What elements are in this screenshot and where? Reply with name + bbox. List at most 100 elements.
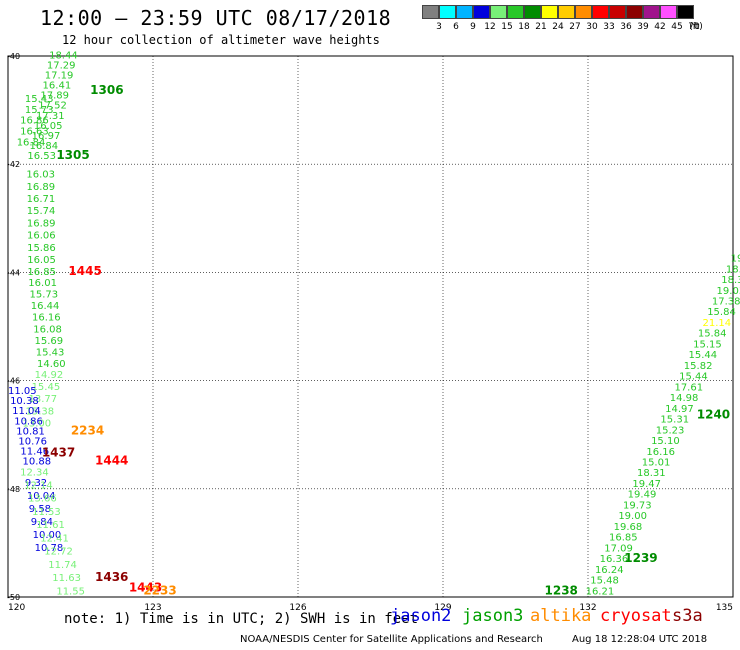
color-swatch-label: 39	[637, 22, 649, 32]
generated-timestamp: Aug 18 12:28:04 UTC 2018	[572, 634, 708, 645]
wave-height-label: 15.45	[32, 382, 61, 393]
color-swatch-27	[558, 5, 575, 19]
longitude-tick-label: 132	[579, 603, 596, 613]
wave-height-label: 16.24	[595, 565, 624, 576]
wave-height-label: 16.16	[646, 447, 675, 458]
wave-height-label: 16.86	[20, 116, 49, 127]
latitude-tick-label: -46	[7, 377, 20, 386]
color-swatch-label: 27	[569, 22, 581, 32]
wave-height-label: 15.15	[693, 339, 722, 350]
wave-height-label: 19.73	[623, 500, 652, 511]
wave-height-label: 16.53	[27, 151, 56, 162]
wave-height-label: 18.7	[726, 264, 740, 275]
wave-height-label: 19.00	[618, 511, 647, 522]
wave-height-label: 17.31	[36, 111, 65, 122]
credit-line: NOAA/NESDIS Center for Satellite Applica…	[240, 634, 543, 645]
pass-time-label: 1239	[624, 551, 657, 565]
latitude-tick-label: -40	[7, 52, 20, 61]
color-swatch-label: 33	[603, 22, 615, 32]
wave-height-label: 16.06	[27, 231, 56, 242]
wave-height-label: 15.23	[656, 425, 685, 436]
wave-height-label: 15.69	[35, 336, 64, 347]
longitude-tick-label: 123	[144, 603, 161, 613]
wave-height-label: 18.34	[721, 275, 740, 286]
color-swatch-9	[456, 5, 473, 19]
color-swatch-3	[422, 5, 439, 19]
wave-height-label: 15.43	[25, 94, 54, 105]
map-title: 12:00 – 23:59 UTC 08/17/2018	[40, 6, 392, 30]
wave-height-label: 12.72	[44, 547, 73, 558]
color-swatch-6	[439, 5, 456, 19]
wave-height-label: 13.77	[29, 394, 58, 405]
wave-height-label: 9.58	[29, 504, 51, 515]
color-swatch-label: 21	[535, 22, 547, 32]
wave-height-label: 11.61	[36, 520, 65, 531]
wave-height-label: 17.89	[40, 91, 69, 102]
color-swatch-label: 70	[688, 22, 700, 32]
wave-height-label: 14.98	[670, 393, 699, 404]
wave-height-label: 15.84	[707, 307, 736, 318]
pass-time-label: 1306	[90, 83, 123, 97]
wave-height-label: 16.05	[27, 255, 56, 266]
wave-height-label: 16.71	[27, 194, 56, 205]
color-scale-legend	[422, 5, 694, 21]
wave-height-label: 9.84	[31, 517, 53, 528]
wave-height-label: 12.41	[40, 533, 69, 544]
color-swatch-42	[643, 5, 660, 19]
wave-height-label: 18.31	[637, 468, 666, 479]
pass-time-label: 2233	[143, 583, 176, 597]
pass-time-label: 1443	[129, 581, 162, 595]
pass-time-label: 1240	[697, 407, 730, 421]
pass-time-label: 1437	[42, 445, 75, 459]
wave-height-label: 12.14	[24, 480, 53, 491]
color-swatch-18	[507, 5, 524, 19]
wave-height-label: 14.60	[37, 359, 66, 370]
wave-height-label: 15.84	[698, 329, 727, 340]
wave-height-label: 16.21	[586, 586, 615, 597]
wave-height-label: 15.31	[660, 415, 689, 426]
color-swatch-33	[592, 5, 609, 19]
wave-height-label: 15.01	[642, 458, 671, 469]
wave-height-label: 16.05	[34, 121, 63, 132]
wave-height-label: 16.84	[17, 137, 46, 148]
wave-height-label: 17.38	[712, 297, 740, 308]
wave-height-label: 15.73	[30, 290, 59, 301]
wave-height-label: 13.00	[23, 419, 52, 430]
color-swatch-70	[677, 5, 694, 19]
wave-height-label: 16.89	[27, 218, 56, 229]
latitude-tick-label: -42	[7, 160, 20, 169]
wave-height-label: 19.49	[628, 490, 657, 501]
wave-height-label: 10.38	[10, 396, 39, 407]
wave-height-label: 17.29	[47, 61, 76, 72]
wave-height-label: 17.52	[38, 101, 67, 112]
wave-height-label: 16.41	[43, 81, 72, 92]
pass-time-label: 1445	[68, 264, 101, 278]
wave-height-label: 14.92	[35, 370, 64, 381]
color-swatch-24	[541, 5, 558, 19]
wave-height-label: 10.78	[35, 543, 64, 554]
wave-height-label: 10.88	[23, 456, 52, 467]
color-swatch-label: 24	[552, 22, 564, 32]
wave-height-label: 19	[731, 254, 740, 265]
wave-height-label: 16.36	[600, 554, 629, 565]
wave-height-label: 11.05	[8, 386, 37, 397]
wave-height-label: 16.63	[20, 126, 49, 137]
color-swatch-45	[660, 5, 677, 19]
wave-height-label: 9.32	[25, 478, 47, 489]
satellite-jason3: jason3	[462, 606, 524, 626]
color-swatch-36	[609, 5, 626, 19]
wave-height-label: 17.19	[45, 71, 74, 82]
wave-height-label: 10.00	[33, 530, 62, 541]
wave-height-label: 15.73	[25, 105, 54, 116]
longitude-tick-label: 129	[434, 603, 451, 613]
latitude-tick-label: -48	[7, 485, 20, 494]
wave-height-label: 10.86	[14, 416, 43, 427]
color-swatch-label: 6	[453, 22, 459, 32]
wave-height-label: 15.86	[27, 243, 56, 254]
satellite-altika: altika	[530, 606, 592, 626]
color-scale-unit: (ft)	[689, 22, 703, 32]
pass-time-label: 2234	[71, 424, 104, 438]
wave-height-label: 11.53	[32, 507, 61, 518]
longitude-tick-label: 126	[289, 603, 306, 613]
color-swatch-label: 45	[671, 22, 683, 32]
